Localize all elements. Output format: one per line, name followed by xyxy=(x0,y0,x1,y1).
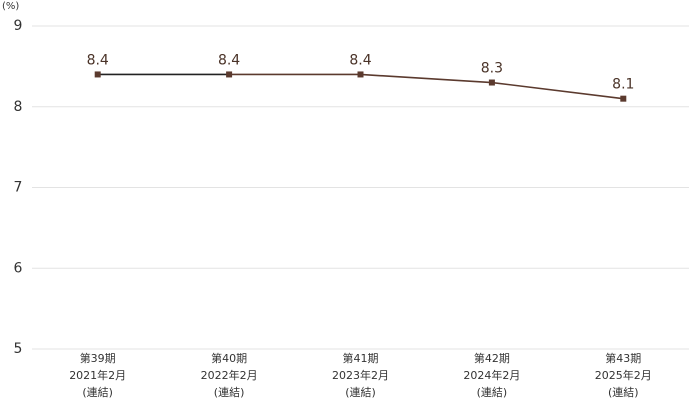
point xyxy=(94,71,101,78)
y-tick-label: 8 xyxy=(14,99,23,115)
x-tick-label: 第42期 xyxy=(474,351,510,365)
value-label: 8.3 xyxy=(481,61,503,77)
value-label: 8.4 xyxy=(349,52,371,68)
x-tick-label: 2022年2月 xyxy=(201,368,258,382)
y-tick-label: 7 xyxy=(14,180,23,196)
point xyxy=(226,71,233,78)
line-segment xyxy=(491,81,624,100)
point xyxy=(357,71,364,78)
x-tick-label: 2025年2月 xyxy=(595,368,652,382)
point xyxy=(620,95,627,102)
x-tick-label: (連結) xyxy=(82,385,113,399)
y-tick-label: 9 xyxy=(14,18,23,34)
x-tick-label: (連結) xyxy=(345,385,376,399)
x-tick-label: 2023年2月 xyxy=(332,368,389,382)
unit-label: (%) xyxy=(2,1,19,12)
x-tick-label: 第41期 xyxy=(343,351,379,365)
line-segment xyxy=(360,73,492,84)
x-tick-label: (連結) xyxy=(477,385,508,399)
x-tick-label: (連結) xyxy=(608,385,639,399)
x-tick-label: 第39期 xyxy=(80,351,116,365)
value-label: 8.1 xyxy=(612,77,634,93)
x-tick-label: 2021年2月 xyxy=(69,368,126,382)
x-tick-label: 第43期 xyxy=(605,351,641,365)
point xyxy=(488,79,495,86)
x-tick-label: (連結) xyxy=(214,385,245,399)
value-label: 8.4 xyxy=(218,52,240,68)
y-tick-label: 5 xyxy=(14,341,23,357)
y-tick-label: 6 xyxy=(14,260,23,276)
x-tick-label: 2024年2月 xyxy=(463,368,520,382)
value-label: 8.4 xyxy=(87,52,109,68)
x-tick-label: 第40期 xyxy=(211,351,247,365)
